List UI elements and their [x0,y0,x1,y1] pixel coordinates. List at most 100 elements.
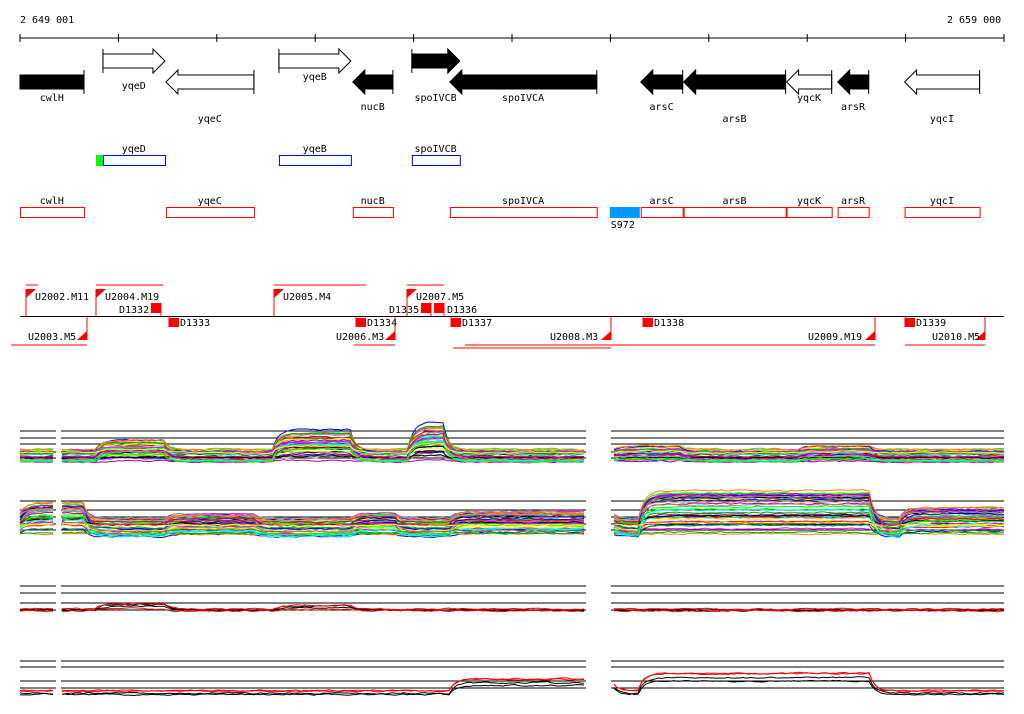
expression-trace [19,672,1005,693]
expression-trace [19,503,1005,520]
d-marker-square [151,303,161,313]
gene-label: yqeC [198,114,222,125]
d-marker-square [169,318,179,327]
reverse-feature-label: spoIVCA [502,196,544,207]
d-marker-square [421,303,431,313]
expression-trace [19,505,1005,536]
d-marker-label: D1334 [367,318,397,329]
gene-label: yqeD [122,81,146,92]
d-marker-label: D1333 [180,318,210,329]
expression-trace [19,495,1005,533]
track-gap [56,420,61,710]
reverse-feature-label: cwlH [40,196,64,207]
d-marker-label: D1337 [462,318,492,329]
gene-label: nucB [361,102,385,113]
reverse-feature-label: yqeC [198,196,222,207]
coordinate-ruler [19,34,1005,42]
gene-arrow-yqeC [165,68,255,96]
reverse-feature-box [449,207,598,218]
gene-label: yqcI [930,114,954,125]
gene-arrow-yqcK [785,68,833,96]
srna-box [609,207,640,218]
gene-arrow-arsR [836,68,870,96]
expression-trace [19,607,1005,613]
srna-label: S972 [611,220,635,231]
gene-label: yqcK [797,93,821,104]
track-gap [586,420,611,710]
gene-arrow-spoIVCB [411,47,461,75]
d-marker-square [451,318,461,327]
flag-icon [601,331,611,340]
gene-arrow-yqeB [278,47,352,75]
d-marker-label: D1335 [389,305,419,316]
gene-arrow-yqcI [903,68,981,96]
gene-label: spoIVCA [502,93,544,104]
d-marker-square [356,318,366,327]
flag-icon [96,289,106,298]
gene-track: cwlH yqeD yqeC yqeB nucB spoIVCB spoIVCA arsC ar… [19,47,981,125]
lower-marker-label: U2006.M3 [336,332,384,343]
gene-arrow-nucB [352,68,394,96]
lower-marker-label: U2009.M19 [808,332,862,343]
reverse-feature-label: arsB [722,196,746,207]
flag-icon [975,331,985,340]
expression-traces [19,420,1005,710]
d-marker-square [643,318,653,327]
reverse-feature-box [640,207,684,218]
gene-arrow-spoIVCA [449,68,598,96]
flag-icon [77,331,87,340]
forward-feature-label: yqeD [122,144,146,155]
lower-marker-label: U2003.M5 [28,332,76,343]
d-marker-label: D1339 [916,318,946,329]
forward-feature-label: spoIVCB [414,144,456,155]
d-marker-square [905,318,915,327]
forward-feature-track: yqeD yqeB spoIVCB [95,144,461,166]
reverse-feature-box [837,207,870,218]
flag-icon [865,331,875,340]
reverse-feature-label: nucB [361,196,385,207]
upper-marker-label: U2002.M11 [35,292,89,303]
forward-feature-box [278,155,352,166]
reverse-feature-box [786,207,833,218]
marker-track: U2002.M11 U2004.M19 U2005.M4 U2007.M5 U2003.… [11,284,1004,349]
d-marker-square [434,303,444,313]
gene-label: spoIVCB [414,93,456,104]
upper-marker-label: U2005.M4 [283,292,331,303]
lower-marker-label: U2008.M3 [550,332,598,343]
expression-trace [19,442,1005,455]
gene-label: arsB [722,114,746,125]
forward-feature-box [102,155,166,166]
reverse-feature-label: yqcI [930,196,954,207]
upper-marker-label: U2007.M5 [416,292,464,303]
expression-trace [20,521,1005,527]
gene-arrow-arsC [640,68,684,96]
gene-arrow-yqeD [102,47,166,75]
expression-trace [19,443,1005,464]
forward-feature-box [411,155,461,166]
start-codon-marker [95,155,103,166]
d-marker-label: D1332 [119,305,149,316]
gene-label: cwlH [40,93,64,104]
gene-label: yqeB [303,72,327,83]
reverse-feature-label: arsC [650,196,674,207]
flag-icon [407,289,417,298]
ruler-start-label: 2 649 001 [20,15,74,26]
reverse-feature-box [683,207,787,218]
d-marker-label: D1338 [654,318,684,329]
flag-icon [274,289,284,298]
reverse-feature-box [904,207,981,218]
gene-label: arsR [841,102,866,113]
ruler-end-label: 2 659 000 [947,15,1001,26]
reverse-feature-track: cwlH yqeC nucB spoIVCA arsC arsB yqcK arsR yqcI S… [20,196,981,231]
reverse-feature-box [20,207,85,218]
upper-marker-label: U2004.M19 [105,292,159,303]
reverse-feature-box [165,207,255,218]
lower-marker-label: U2010.M5 [932,332,980,343]
gene-arrow-cwlH [19,74,85,90]
reverse-feature-label: arsR [841,196,866,207]
flag-icon [385,331,395,340]
d-marker-label: D1336 [447,305,477,316]
flag-icon [26,289,36,298]
